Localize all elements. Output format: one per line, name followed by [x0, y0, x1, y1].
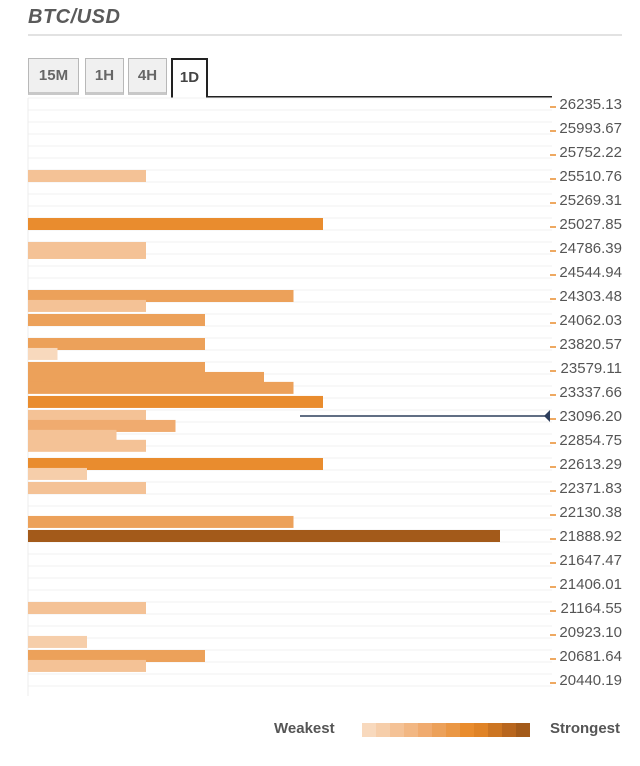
- title-divider: [28, 34, 622, 36]
- y-tick-label: 22130.38: [559, 504, 622, 521]
- y-tick-label: 25510.76: [559, 168, 622, 185]
- legend-swatch: [446, 723, 460, 737]
- confluence-bar: [28, 458, 323, 471]
- y-tick-label: 20440.19: [559, 672, 622, 689]
- legend-swatch: [460, 723, 474, 737]
- legend-swatch: [418, 723, 432, 737]
- y-tick-label: 24544.94: [559, 264, 622, 281]
- y-tick-label: 21164.55: [561, 600, 622, 617]
- confluence-bar: [28, 299, 146, 312]
- chart-title: BTC/USD: [28, 6, 121, 28]
- y-tick-label: 22854.75: [559, 432, 622, 449]
- legend-swatch: [404, 723, 418, 737]
- confluence-bar: [28, 395, 323, 408]
- confluence-bar: [28, 482, 146, 495]
- y-tick-label: 23579.11: [561, 360, 622, 377]
- confluence-bar: [28, 530, 500, 543]
- confluence-chart: 26235.13 25993.67 25752.22 25510.76 25269.31…: [27, 96, 622, 696]
- legend-swatch: [362, 723, 376, 737]
- y-tick-label: 25027.85: [559, 216, 622, 233]
- legend-swatch: [376, 723, 390, 737]
- confluence-bar: [28, 410, 146, 423]
- confluence-bar: [28, 290, 294, 303]
- y-tick-label: 21406.01: [559, 576, 622, 593]
- y-tick-label: 22371.83: [559, 480, 622, 497]
- y-tick-label: 23337.66: [559, 384, 622, 401]
- confluence-bar: [28, 602, 146, 615]
- y-tick-label: 20681.64: [559, 648, 622, 665]
- tab-4h[interactable]: 4H: [128, 58, 167, 95]
- confluence-bar: [28, 429, 117, 442]
- y-tick-label: 25269.31: [559, 192, 622, 209]
- confluence-bar: [28, 635, 87, 648]
- confluence-bar: [28, 218, 323, 231]
- y-tick-label: 24303.48: [559, 288, 622, 305]
- y-tick-label: 24786.39: [559, 240, 622, 257]
- legend-swatch: [432, 723, 446, 737]
- legend-color-scale: [362, 723, 530, 737]
- y-tick-label: 25752.22: [559, 144, 622, 161]
- confluence-bar: [28, 347, 58, 360]
- confluence-bar: [28, 313, 205, 326]
- confluence-bar: [28, 467, 87, 480]
- tab-1d[interactable]: 1D: [171, 58, 208, 98]
- tab-15m[interactable]: 15M: [28, 58, 79, 95]
- confluence-bar: [28, 371, 264, 384]
- confluence-bar: [28, 338, 205, 351]
- confluence-bar: [28, 362, 205, 375]
- legend-swatch: [474, 723, 488, 737]
- y-tick-label: 23096.20: [559, 408, 622, 425]
- confluence-bar: [28, 650, 205, 663]
- confluence-bar: [28, 515, 294, 528]
- legend-weakest-label: Weakest: [274, 720, 335, 737]
- confluence-bar: [28, 659, 146, 672]
- confluence-bar: [28, 381, 294, 394]
- legend-swatch: [502, 723, 516, 737]
- confluence-bar: [28, 419, 176, 432]
- confluence-bar: [28, 246, 146, 259]
- y-tick-label: 26235.13: [559, 96, 622, 113]
- y-tick-label: 25993.67: [559, 120, 622, 137]
- legend-swatch: [390, 723, 404, 737]
- current-price-marker: [544, 410, 550, 423]
- confluence-bar: [28, 439, 146, 452]
- y-tick-label: 21647.47: [559, 552, 622, 569]
- y-tick-label: 20923.10: [559, 624, 622, 641]
- y-tick-label: 21888.92: [559, 528, 622, 545]
- chart-top-border: [208, 96, 552, 98]
- y-tick-label: 24062.03: [559, 312, 622, 329]
- legend-strongest-label: Strongest: [550, 720, 621, 737]
- confluence-bar: [28, 170, 146, 183]
- tab-1h[interactable]: 1H: [85, 58, 124, 95]
- legend-swatch: [516, 723, 530, 737]
- y-tick-label: 22613.29: [559, 456, 622, 473]
- legend-swatch: [488, 723, 502, 737]
- y-tick-label: 23820.57: [559, 336, 622, 353]
